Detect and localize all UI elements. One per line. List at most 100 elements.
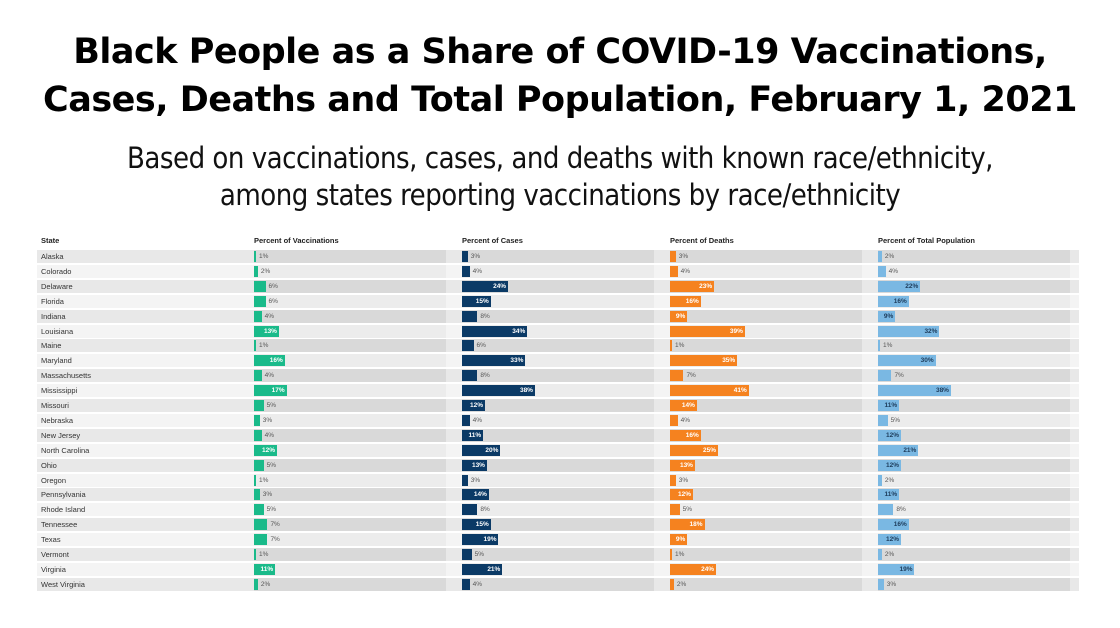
- state-label: Massachusetts: [41, 371, 92, 381]
- bar: [254, 519, 268, 531]
- bar-track: 7%: [254, 518, 446, 532]
- data-label: 2%: [260, 267, 271, 275]
- bar-track: 12%: [462, 399, 654, 412]
- table-row: Alaska 1% 3% 3% 2%: [37, 250, 1079, 263]
- chart-subtitle: Based on vaccinations, cases, and deaths…: [0, 140, 1120, 214]
- state-label: Indiana: [41, 311, 66, 321]
- bar-track: 7%: [670, 369, 862, 383]
- bar: [462, 251, 468, 262]
- table-row: Vermont 1% 5% 1% 2%: [37, 548, 1079, 561]
- bar: [878, 504, 894, 516]
- bar-track: 3%: [670, 473, 862, 487]
- bar-track: 9%: [878, 309, 1070, 323]
- state-label: Maryland: [41, 356, 72, 366]
- bar: [254, 504, 264, 516]
- bar: [462, 519, 491, 531]
- bar-track: 2%: [254, 264, 446, 278]
- bar: [462, 474, 468, 486]
- bar-track: 5%: [878, 413, 1070, 427]
- data-label: 41%: [733, 387, 747, 395]
- data-label: 8%: [896, 506, 906, 514]
- bar-track: 8%: [462, 309, 654, 323]
- table-row: Missouri 5% 12% 14% 11%: [37, 399, 1079, 412]
- bar: [878, 444, 919, 456]
- bar: [254, 400, 264, 411]
- data-label: 25%: [702, 446, 716, 454]
- bar: [878, 295, 909, 307]
- data-label: 8%: [480, 372, 490, 380]
- bar: [878, 325, 940, 337]
- data-label: 11%: [468, 431, 482, 439]
- data-label: 14%: [681, 402, 695, 409]
- data-label: 17%: [271, 387, 285, 395]
- data-label: 4%: [472, 416, 483, 424]
- bar: [670, 489, 694, 501]
- bar-track: 2%: [254, 577, 446, 591]
- bar-track: 4%: [670, 413, 862, 427]
- bar: [462, 385, 535, 397]
- state-label: Delaware: [41, 281, 73, 291]
- bar-track: 16%: [670, 294, 862, 308]
- bar: [878, 370, 892, 382]
- bar: [878, 385, 951, 397]
- table-row: Mississippi 17% 38% 41% 38%: [37, 384, 1079, 398]
- bar-track: 35%: [670, 354, 862, 368]
- bar-track: 12%: [878, 428, 1070, 442]
- bar-track: 12%: [878, 533, 1070, 547]
- data-label: 5%: [682, 506, 692, 514]
- data-label: 8%: [480, 506, 490, 514]
- bar: [670, 385, 749, 397]
- data-label: 3%: [262, 416, 273, 424]
- bar-track: 38%: [462, 384, 654, 398]
- bar-track: 3%: [254, 413, 446, 427]
- data-label: 1%: [883, 342, 893, 350]
- data-label: 23%: [699, 282, 713, 290]
- data-label: 1%: [259, 476, 269, 484]
- bar: [878, 519, 909, 531]
- bar-track: 9%: [670, 533, 862, 547]
- bar-track: 4%: [254, 309, 446, 323]
- data-label: 12%: [886, 461, 900, 469]
- data-label: 38%: [935, 387, 949, 395]
- table-row: Massachusetts 4% 8% 7% 7%: [37, 369, 1079, 383]
- state-label: Virginia: [41, 564, 66, 574]
- bar-track: 32%: [878, 324, 1070, 338]
- bar: [462, 265, 470, 277]
- data-label: 16%: [893, 297, 907, 305]
- bar: [670, 444, 718, 456]
- data-label: 16%: [269, 357, 283, 365]
- bar-track: 11%: [462, 428, 654, 442]
- bar: [462, 489, 489, 501]
- title-line-2: Cases, Deaths and Total Population, Febr…: [43, 80, 1077, 120]
- table-row: Rhode Island 5% 8% 5% 8%: [37, 503, 1079, 517]
- bar-track: 11%: [878, 399, 1070, 412]
- bar-track: 7%: [254, 533, 446, 547]
- bar-track: 1%: [670, 339, 862, 353]
- bar-track: 8%: [462, 369, 654, 383]
- bar: [254, 310, 262, 322]
- data-label: 2%: [884, 476, 895, 484]
- data-label: 4%: [888, 267, 899, 275]
- bar-track: 6%: [254, 279, 446, 293]
- data-label: 2%: [884, 253, 895, 260]
- bar: [878, 429, 902, 441]
- bar: [878, 340, 880, 352]
- bar-track: 1%: [254, 473, 446, 487]
- data-label: 12%: [886, 431, 900, 439]
- bar: [254, 325, 279, 337]
- bar-track: 12%: [254, 443, 446, 457]
- state-label: Texas: [41, 535, 61, 545]
- data-label: 9%: [675, 312, 686, 320]
- bar-track: 3%: [462, 250, 654, 263]
- bar: [254, 429, 262, 441]
- table-row: Tennessee 7% 15% 18% 16%: [37, 518, 1079, 532]
- bar: [670, 295, 701, 307]
- bar: [670, 563, 717, 575]
- data-label: 6%: [476, 342, 486, 350]
- table-row: Maine 1% 6% 1% 1%: [37, 339, 1079, 353]
- data-label: 5%: [266, 506, 276, 514]
- series-header-vaccinations: Percent of Vaccinations: [254, 236, 339, 245]
- state-label: Mississippi: [41, 386, 78, 396]
- state-label: Colorado: [41, 266, 72, 276]
- data-label: 16%: [893, 521, 907, 529]
